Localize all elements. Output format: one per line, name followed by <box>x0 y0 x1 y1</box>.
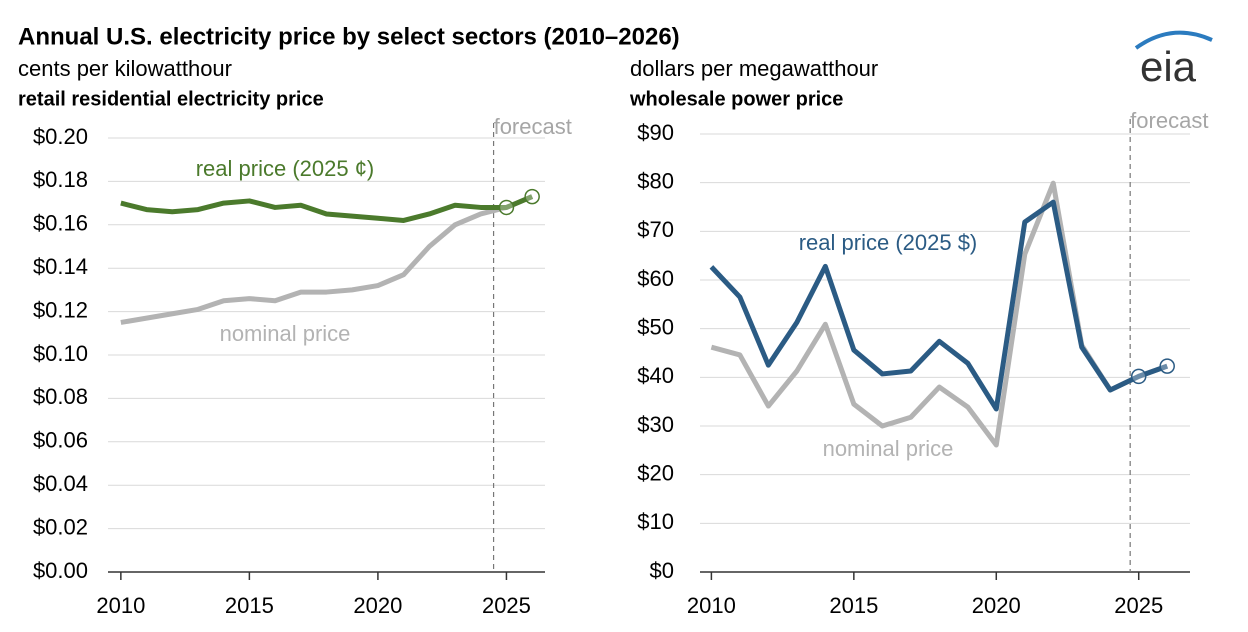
y-tick-label: $60 <box>637 266 674 291</box>
logo: eia <box>1140 43 1197 90</box>
y-tick-label: $30 <box>637 412 674 437</box>
y-tick-label: $0.14 <box>33 254 88 279</box>
y-tick-label: $0.12 <box>33 297 88 322</box>
y-tick-label: $50 <box>637 314 674 339</box>
forecast-label: forecast <box>1130 108 1208 133</box>
units: cents per kilowatthour <box>18 56 232 81</box>
y-tick-label: $0.18 <box>33 167 88 192</box>
y-tick-label: $70 <box>637 217 674 242</box>
y-tick-label: $0 <box>650 558 674 583</box>
series-line <box>709 199 1169 412</box>
x-tick-label: 2025 <box>1114 593 1163 618</box>
y-tick-label: $40 <box>637 363 674 388</box>
series-label: real price (2025 ¢) <box>196 156 375 181</box>
series-label: nominal price <box>823 436 954 461</box>
x-tick-label: 2010 <box>96 593 145 618</box>
series-line <box>120 194 534 325</box>
x-tick-label: 2025 <box>482 593 531 618</box>
chart-title: Annual U.S. electricity price by select … <box>18 23 680 50</box>
x-tick-label: 2010 <box>687 593 736 618</box>
y-tick-label: $90 <box>637 120 674 145</box>
series-line <box>710 180 1169 448</box>
y-tick-label: $80 <box>637 168 674 193</box>
x-tick-label: 2020 <box>353 593 402 618</box>
y-tick-label: $0.02 <box>33 514 88 539</box>
x-tick-label: 2015 <box>829 593 878 618</box>
y-tick-label: $0.00 <box>33 558 88 583</box>
y-tick-label: $0.08 <box>33 384 88 409</box>
y-tick-label: $0.04 <box>33 471 88 496</box>
series-label: nominal price <box>220 321 351 346</box>
y-tick-label: $0.16 <box>33 211 88 236</box>
x-tick-label: 2015 <box>225 593 274 618</box>
subtitle: retail residential electricity price <box>18 88 324 110</box>
y-tick-label: $0.20 <box>33 124 88 149</box>
subtitle: wholesale power price <box>629 88 843 110</box>
y-tick-label: $0.06 <box>33 428 88 453</box>
logo-arc <box>1134 30 1213 50</box>
units: dollars per megawatthour <box>630 56 878 81</box>
x-tick-label: 2020 <box>972 593 1021 618</box>
forecast-marker <box>1130 368 1147 385</box>
forecast-marker <box>1159 358 1175 374</box>
forecast-marker <box>498 199 515 216</box>
forecast-label: forecast <box>494 114 572 139</box>
y-tick-label: $0.10 <box>33 341 88 366</box>
series-label: real price (2025 $) <box>799 230 978 255</box>
y-tick-label: $20 <box>637 460 674 485</box>
forecast-marker <box>524 188 540 205</box>
series-line <box>120 194 534 223</box>
y-tick-label: $10 <box>637 509 674 534</box>
